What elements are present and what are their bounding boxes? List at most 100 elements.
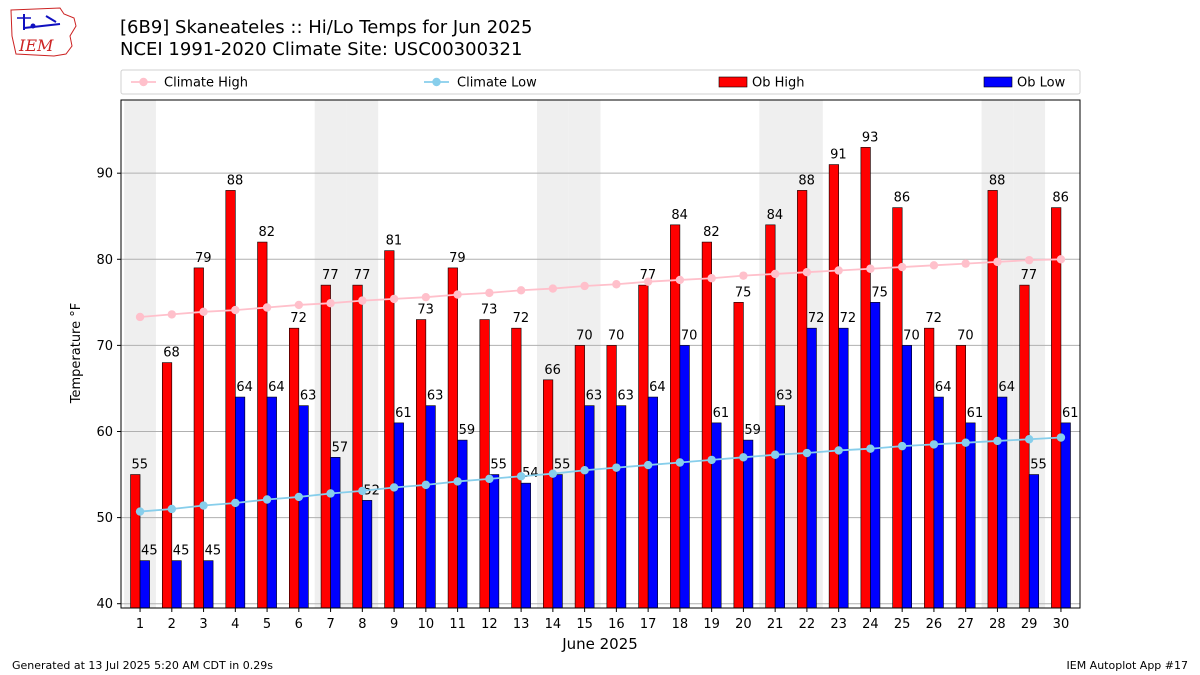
climate-high-point-day-6 bbox=[294, 300, 304, 310]
label-ob-high-day-8: 77 bbox=[354, 268, 371, 283]
bar-ob-high-day-26 bbox=[924, 327, 935, 609]
bar-ob-high-day-2 bbox=[161, 362, 173, 609]
label-ob-low-day-23: 72 bbox=[840, 311, 857, 326]
label-ob-low-day-2: 45 bbox=[173, 544, 190, 559]
climate-low-point-day-3 bbox=[199, 501, 208, 510]
x-tick-label-27: 27 bbox=[957, 617, 974, 632]
bar-ob-low-day-25 bbox=[901, 345, 912, 609]
climate-high-point-day-27 bbox=[961, 259, 970, 268]
bar-ob-low-day-6 bbox=[298, 405, 309, 609]
bar-ob-high-day-27 bbox=[955, 345, 966, 609]
label-ob-low-day-21: 63 bbox=[776, 389, 793, 404]
climate-low-point-day-20 bbox=[739, 453, 748, 462]
bar-ob-low-day-28 bbox=[997, 396, 1008, 609]
climate-high-point-day-4 bbox=[231, 305, 240, 315]
label-ob-low-day-19: 61 bbox=[713, 406, 730, 421]
x-tick-label-7: 7 bbox=[326, 617, 334, 632]
climate-high-point-day-18 bbox=[675, 275, 685, 285]
generated-note: Generated at 13 Jul 2025 5:20 AM CDT in … bbox=[12, 659, 273, 672]
x-tick-label-17: 17 bbox=[640, 617, 657, 632]
x-tick-label-12: 12 bbox=[481, 617, 498, 632]
climate-low-point-day-1 bbox=[135, 507, 145, 516]
label-ob-low-day-26: 64 bbox=[935, 380, 952, 395]
x-tick-label-2: 2 bbox=[168, 617, 176, 632]
x-tick-label-8: 8 bbox=[358, 617, 366, 632]
label-ob-low-day-11: 59 bbox=[459, 423, 476, 438]
y-tick-label-80: 80 bbox=[96, 253, 113, 268]
label-ob-high-day-23: 91 bbox=[830, 148, 847, 163]
bar-ob-low-day-26 bbox=[933, 396, 944, 609]
x-tick-label-14: 14 bbox=[545, 617, 562, 632]
bar-ob-high-day-8 bbox=[352, 284, 363, 609]
climate-high-point-day-12 bbox=[485, 288, 494, 298]
bar-ob-high-day-12 bbox=[479, 319, 490, 609]
climate-low-point-day-23 bbox=[834, 446, 843, 455]
x-tick-label-25: 25 bbox=[894, 617, 911, 632]
x-axis-label: June 2025 bbox=[561, 635, 638, 653]
legend-label-climate-high: Climate High bbox=[164, 76, 248, 91]
climate-low-point-day-6 bbox=[294, 492, 304, 502]
legend-label-climate-low: Climate Low bbox=[457, 76, 537, 91]
label-ob-high-day-29: 77 bbox=[1021, 268, 1038, 283]
label-ob-high-day-12: 73 bbox=[481, 303, 498, 318]
legend-swatch-ob-low bbox=[983, 76, 1013, 88]
bar-ob-high-day-24 bbox=[860, 147, 871, 609]
climate-high-point-day-23 bbox=[834, 266, 843, 275]
bar-ob-low-day-29 bbox=[1028, 474, 1040, 609]
chart-title: [6B9] Skaneateles :: Hi/Lo Temps for Jun… bbox=[120, 17, 533, 38]
climate-low-point-day-12 bbox=[485, 474, 494, 484]
climate-high-point-day-13 bbox=[516, 286, 526, 295]
x-tick-label-4: 4 bbox=[231, 617, 239, 632]
climate-low-point-day-16 bbox=[612, 463, 621, 472]
bar-ob-high-day-13 bbox=[511, 327, 522, 609]
y-tick-label-90: 90 bbox=[96, 167, 113, 182]
climate-low-point-day-26 bbox=[929, 440, 939, 449]
chart-subtitle: NCEI 1991-2020 Climate Site: USC00300321 bbox=[120, 39, 523, 60]
climate-low-point-day-29 bbox=[1024, 435, 1034, 444]
climate-high-point-day-8 bbox=[358, 296, 367, 305]
label-ob-high-day-18: 84 bbox=[671, 208, 688, 223]
label-ob-low-day-28: 64 bbox=[998, 380, 1015, 395]
climate-low-point-day-24 bbox=[866, 444, 875, 453]
label-ob-low-day-27: 61 bbox=[967, 406, 984, 421]
weather-instrument-icon bbox=[17, 14, 61, 30]
bar-ob-low-day-1 bbox=[139, 560, 150, 609]
y-tick-label-70: 70 bbox=[96, 339, 113, 354]
x-tick-label-15: 15 bbox=[576, 617, 593, 632]
bar-ob-high-day-15 bbox=[574, 345, 585, 609]
bar-ob-low-day-2 bbox=[171, 560, 182, 609]
label-ob-high-day-2: 68 bbox=[163, 346, 180, 361]
bar-ob-low-day-19 bbox=[711, 422, 722, 609]
plot: 4050607080905545684579458864826472637757… bbox=[96, 99, 1081, 632]
climate-low-point-day-15 bbox=[580, 466, 589, 475]
bar-ob-low-day-3 bbox=[203, 560, 214, 609]
climate-high-line bbox=[139, 258, 1061, 318]
label-ob-high-day-13: 72 bbox=[513, 311, 530, 326]
climate-low-point-day-2 bbox=[167, 504, 177, 514]
y-axis-label: Temperature °F bbox=[69, 303, 84, 404]
bar-ob-low-day-20 bbox=[743, 439, 754, 609]
bar-ob-high-day-22 bbox=[797, 190, 808, 609]
climate-low-point-day-30 bbox=[1056, 433, 1066, 442]
climate-high-point-day-20 bbox=[739, 271, 748, 280]
label-ob-low-day-4: 64 bbox=[236, 380, 253, 395]
bar-ob-high-day-5 bbox=[257, 241, 268, 609]
y-tick-label-60: 60 bbox=[96, 425, 113, 440]
climate-low-point-day-17 bbox=[643, 460, 653, 470]
bar-ob-high-day-19 bbox=[701, 241, 712, 609]
climate-low-point-day-22 bbox=[802, 448, 812, 458]
bar-ob-low-day-21 bbox=[774, 405, 785, 609]
climate-high-point-day-22 bbox=[802, 268, 812, 277]
bar-ob-low-day-13 bbox=[520, 482, 531, 609]
label-ob-high-day-19: 82 bbox=[703, 225, 720, 240]
label-ob-high-day-24: 93 bbox=[862, 130, 879, 145]
label-ob-low-day-30: 61 bbox=[1062, 406, 1079, 421]
label-ob-high-day-15: 70 bbox=[576, 328, 593, 343]
bar-ob-high-day-11 bbox=[447, 267, 458, 609]
x-tick-label-26: 26 bbox=[926, 617, 943, 632]
label-ob-low-day-20: 59 bbox=[744, 423, 761, 438]
climate-low-point-day-19 bbox=[707, 455, 716, 465]
label-ob-low-day-18: 70 bbox=[681, 328, 698, 343]
label-ob-high-day-21: 84 bbox=[767, 208, 784, 223]
